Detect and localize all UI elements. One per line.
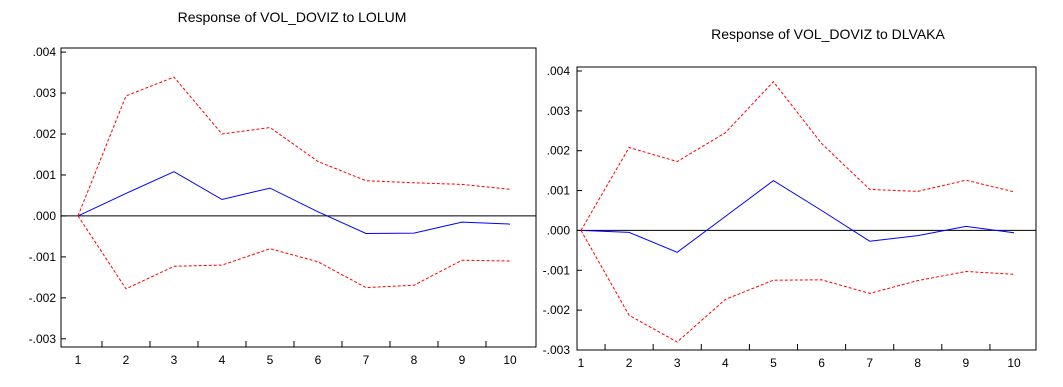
y-tick-label: .004	[33, 45, 57, 59]
series-line-response	[580, 179, 1015, 253]
plot-frame	[576, 66, 1037, 351]
chart-title: Response of VOL_DOVIZ to LOLUM	[178, 9, 407, 25]
plot-frame	[60, 47, 537, 348]
y-tick-label: -.001	[29, 250, 57, 264]
y-tick-label: .000	[33, 209, 57, 223]
x-tick-label: 1	[578, 356, 585, 370]
y-tick-label: -.003	[543, 343, 571, 357]
y-tick-label: -.002	[543, 303, 571, 317]
x-tick-label: 9	[459, 353, 466, 367]
x-tick-label: 10	[503, 353, 517, 367]
y-tick-label: .000	[547, 223, 571, 237]
x-tick-label: 6	[315, 353, 322, 367]
y-tick-label: -.001	[543, 263, 571, 277]
x-tick-label: 5	[770, 356, 777, 370]
chart-title: Response of VOL_DOVIZ to DLVAKA	[711, 26, 945, 42]
x-axis: 1 2 3 4 5 6 7 8 9 10	[75, 341, 517, 367]
x-tick-label: 1	[75, 353, 82, 367]
x-tick-label: 7	[866, 356, 873, 370]
y-tick-label: .001	[33, 168, 57, 182]
x-tick-label: 10	[1007, 356, 1021, 370]
y-axis: .004 .003 .002 .001 .000 -.001 -.002 -.003	[29, 45, 66, 346]
series-group	[577, 80, 1036, 343]
series-line-upper-band	[77, 76, 511, 217]
x-tick-label: 3	[171, 353, 178, 367]
y-tick-label: -.002	[29, 291, 57, 305]
x-tick-label: 9	[963, 356, 970, 370]
y-tick-label: .002	[33, 127, 57, 141]
x-axis: 1 2 3 4 5 6 7 8 9 10	[578, 344, 1021, 370]
chart-dlvaka: Response of VOL_DOVIZ to DLVAKA .004 .003…	[543, 26, 1037, 370]
series-line-response	[77, 171, 511, 235]
y-tick-label: .004	[547, 64, 571, 78]
y-tick-label: .003	[33, 86, 57, 100]
x-tick-label: 5	[267, 353, 274, 367]
y-tick-label: .002	[547, 144, 571, 158]
x-tick-label: 6	[818, 356, 825, 370]
y-tick-label: .001	[547, 184, 571, 198]
x-tick-label: 8	[914, 356, 921, 370]
x-tick-label: 8	[411, 353, 418, 367]
x-tick-label: 4	[722, 356, 729, 370]
x-tick-label: 4	[219, 353, 226, 367]
x-tick-label: 2	[626, 356, 633, 370]
series-group	[61, 76, 536, 290]
x-tick-label: 3	[674, 356, 681, 370]
series-line-lower-band	[580, 230, 1015, 343]
series-line-lower-band	[77, 215, 511, 290]
y-tick-label: .003	[547, 104, 571, 118]
y-tick-label: -.003	[29, 332, 57, 346]
chart-lolum: Response of VOL_DOVIZ to LOLUM .004 .003.…	[29, 9, 537, 367]
y-axis: .004 .003 .002 .001 .000 -.001 -.002 -.003	[543, 64, 582, 357]
x-tick-label: 7	[363, 353, 370, 367]
x-tick-label: 2	[123, 353, 130, 367]
series-line-upper-band	[580, 80, 1015, 231]
